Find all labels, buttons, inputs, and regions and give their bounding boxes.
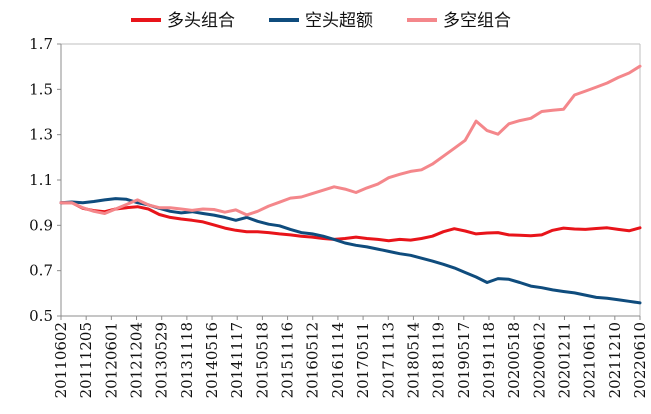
x-tick-label: 20191118 (480, 322, 498, 398)
series-line-3 (59, 64, 642, 217)
x-tick-label: 20200518 (505, 322, 523, 398)
legend: 多头组合 空头超额 多空组合 (131, 11, 511, 31)
series-line-1 (59, 201, 642, 243)
x-tick-label: 20131118 (178, 322, 196, 398)
x-tick-label: 20211210 (606, 322, 624, 398)
y-tick-label: 0.7 (29, 262, 53, 280)
x-tick-label: 20110602 (52, 322, 70, 398)
y-tick-label: 1.5 (29, 80, 53, 98)
x-tick-label: 20121204 (128, 322, 146, 398)
legend-label-2: 空头超额 (305, 11, 373, 31)
x-tick-label: 20170511 (354, 322, 372, 398)
legend-label-1: 多头组合 (167, 11, 235, 31)
series-line-2 (59, 197, 642, 305)
y-tick-label: 1.1 (29, 171, 53, 189)
x-tick-label: 20171113 (379, 322, 397, 398)
x-tick-label: 20111205 (77, 322, 95, 398)
y-tick-label: 1.3 (29, 126, 53, 144)
axes: 0.5 0.7 0.9 1.1 1.3 1.5 1.7 20110602 20111205 201… (29, 35, 649, 398)
x-tick-label: 20181119 (430, 322, 448, 398)
y-tick-label: 0.5 (29, 307, 53, 325)
x-tick-label: 20141117 (228, 322, 246, 398)
legend-label-3: 多空组合 (443, 11, 511, 31)
x-tick-label: 20201211 (555, 322, 573, 398)
x-tick-label: 20160512 (304, 322, 322, 398)
x-tick-label: 20220610 (631, 322, 649, 398)
x-tick-label: 20190517 (455, 322, 473, 398)
x-tick-label: 20130529 (153, 322, 171, 398)
x-tick-label: 20200612 (530, 322, 548, 398)
series-group (59, 64, 642, 305)
y-tick-label: 1.7 (29, 35, 53, 53)
x-tick-label: 20140516 (203, 322, 221, 398)
x-tick-label: 20151116 (279, 322, 297, 398)
x-tick-label: 20120601 (102, 322, 120, 398)
x-tick-label: 20150518 (253, 322, 271, 398)
y-tick-label: 0.9 (29, 216, 53, 234)
x-tick-label: 20180514 (404, 322, 422, 398)
x-tick-label: 20161114 (329, 322, 347, 398)
x-tick-label: 20210611 (581, 322, 599, 398)
